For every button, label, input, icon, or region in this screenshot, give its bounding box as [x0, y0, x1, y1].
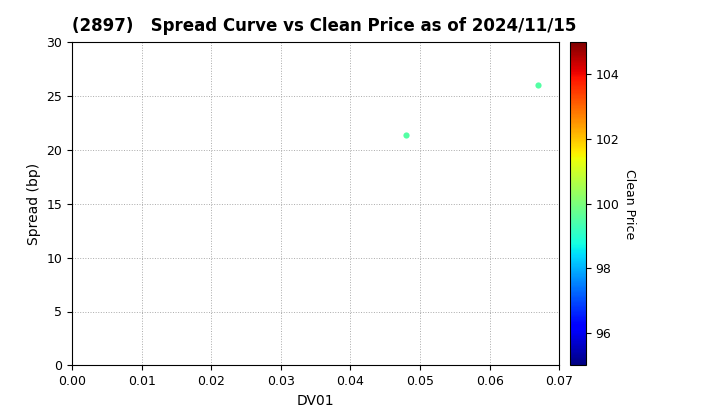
Y-axis label: Clean Price: Clean Price — [623, 168, 636, 239]
Point — [400, 131, 412, 138]
X-axis label: DV01: DV01 — [297, 394, 335, 408]
Y-axis label: Spread (bp): Spread (bp) — [27, 163, 41, 245]
Text: (2897)   Spread Curve vs Clean Price as of 2024/11/15: (2897) Spread Curve vs Clean Price as of… — [72, 17, 577, 35]
Point — [533, 82, 544, 89]
